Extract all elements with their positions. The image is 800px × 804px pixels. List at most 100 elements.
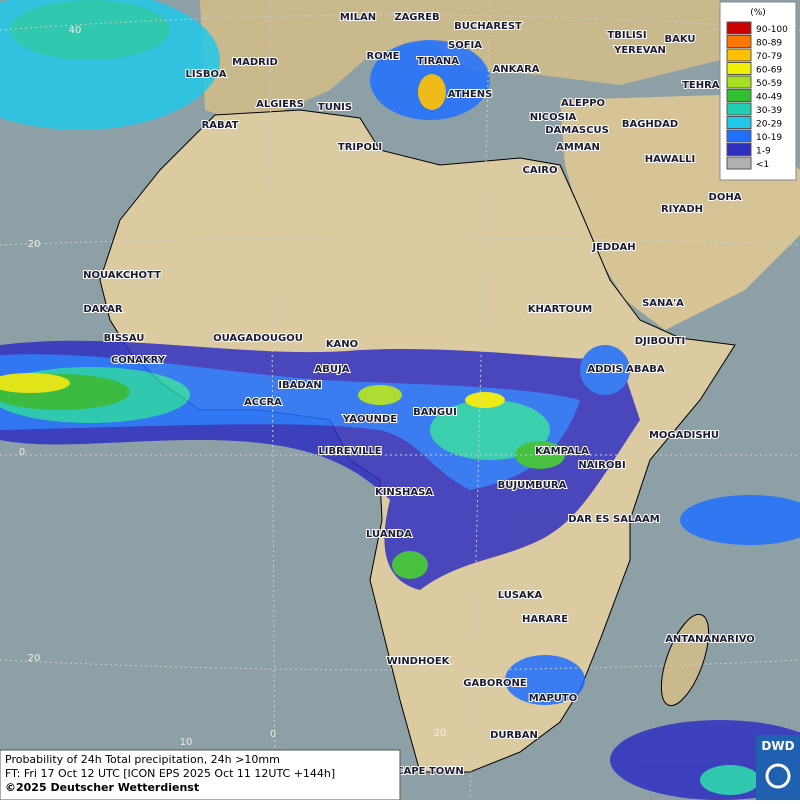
city-label: DURBAN [490,730,538,741]
grid-label: 10 [180,737,193,748]
city-label: ABUJA [315,364,350,375]
city-label: KHARTOUM [528,304,593,315]
logo-text: DWD [761,739,794,753]
city-label: HAWALLI [645,154,695,165]
precip-core [358,385,402,405]
legend-swatch [726,21,752,35]
city-label: TUNIS [318,102,352,113]
grid-line [0,14,800,31]
city-label: NOUAKCHOTT [83,270,161,281]
city-label: YAOUNDE [342,414,397,425]
precip-med [418,74,446,110]
precip-south [505,655,585,705]
city-label: ALGIERS [256,99,304,110]
city-label: ATHENS [448,89,493,100]
city-label: CAPE TOWN [396,766,463,777]
precip-atlantic [10,0,170,60]
grid-label: 20 [28,653,41,664]
city-label: CAIRO [523,165,558,176]
legend-swatch [726,62,752,75]
city-label: JEDDAH [591,242,635,253]
precip-east [580,345,630,395]
city-label: SOFIA [448,40,482,51]
legend-label: 60-69 [756,66,782,76]
precip-indian [680,495,800,545]
caption-line: FT: Fri 17 Oct 12 UTC [ICON EPS 2025 Oct… [5,767,335,780]
grid-label: 40 [69,25,82,36]
city-label: CONAKRY [111,355,166,366]
city-label: BISSAU [104,333,145,344]
city-label: KAMPALA [535,446,589,457]
city-label: RABAT [202,120,239,131]
legend-label: 20-29 [756,120,782,130]
legend-label: 50-59 [756,79,782,89]
precip-core [465,392,505,408]
city-label: BAGHDAD [622,119,678,130]
caption-line: Probability of 24h Total precipitation, … [5,753,280,766]
city-label: DJIBOUTI [635,336,686,347]
city-label: IBADAN [278,380,322,391]
logo-swirl [765,763,791,789]
legend-title: (%) [750,8,766,18]
grid-label: 0 [270,729,276,740]
legend-label: 30-39 [756,106,782,116]
city-label: MOGADISHU [649,430,719,441]
legend-swatch [726,102,752,116]
city-label: MADRID [232,57,278,68]
city-label: WINDHOEK [387,656,451,667]
city-label: HARARE [522,614,568,625]
city-label: LUANDA [366,529,412,540]
logo-box [756,735,800,800]
labels: 40 20 0 20 10 0 20 MILAN ZAGREB BUCHAREST TBILISI B… [19,11,756,778]
city-label: LIBREVILLE [318,446,381,457]
city-label: DOHA [709,192,742,203]
city-label: ALEPPO [561,98,605,109]
city-label: BANGUI [413,407,457,418]
city-label: YEREVAN [613,45,666,56]
city-label: BUJUMBURA [498,480,567,491]
legend-label: 70-79 [756,52,782,62]
legend-label: <1 [756,160,769,170]
city-label: LUSAKA [498,590,543,601]
precip-indian [700,765,760,795]
legend-label: 10-19 [756,133,782,143]
city-label: KANO [326,339,358,350]
legend-swatch [726,129,752,143]
precip-core [392,551,428,579]
city-label: KINSHASA [375,487,433,498]
grid-line [269,0,276,801]
city-label: TEHRAN [682,80,728,91]
grid-label: 20 [434,728,447,739]
city-label: ADDIS ABABA [587,364,664,375]
madagascar [660,613,710,707]
city-label: SANA'A [642,298,684,309]
city-label: BAKU [664,34,695,45]
grid-line [0,659,800,671]
grid-line [0,237,800,246]
city-label: OUAGADOUGOU [213,333,303,344]
city-label: ROME [367,51,400,62]
legend-swatch [726,35,752,48]
city-label: ZAGREB [394,12,439,23]
city-label: MILAN [340,12,376,23]
precip-core [0,373,70,393]
legend-swatch [726,143,752,156]
city-label: NAIROBI [578,460,625,471]
city-label: DAMASCUS [545,125,609,136]
legend-label: 40-49 [756,93,782,103]
city-label: RIYADH [661,204,703,215]
grid-label: 20 [28,239,41,250]
city-label: NICOSIA [530,112,577,123]
city-label: TRIPOLI [338,142,382,153]
legend-swatch [726,48,752,62]
legend-swatch [726,116,752,129]
legend-label: 90-100 [756,25,788,35]
city-label: TBILISI [607,30,646,41]
legend-label: 80-89 [756,39,782,49]
legend: (%) 90-100 80-89 70-79 60-69 50-59 40-49 30-39 2… [719,1,797,181]
city-label: AMMAN [556,142,600,153]
grid-label: 0 [19,447,25,458]
